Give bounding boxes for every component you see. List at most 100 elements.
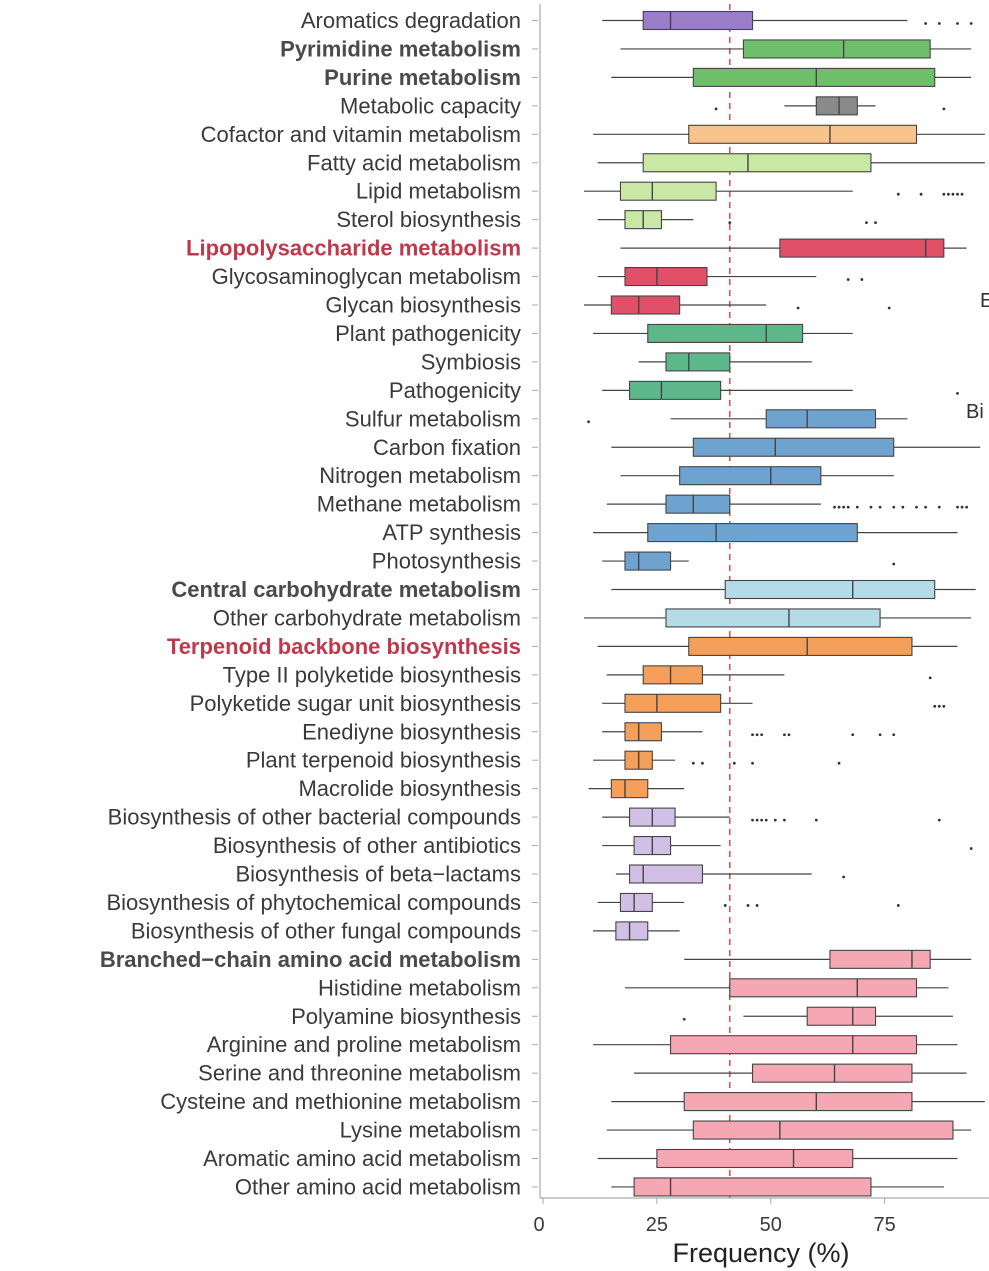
category-label: Photosynthesis — [372, 549, 521, 574]
box-row — [714, 96, 946, 116]
outlier-point — [701, 761, 704, 765]
box — [692, 437, 895, 457]
box — [665, 494, 731, 514]
x-axis: 0 25 50 75 — [532, 4, 989, 1236]
box — [729, 978, 918, 998]
box-row — [597, 266, 864, 287]
box-row — [597, 210, 877, 230]
outlier-point — [946, 192, 950, 196]
box — [688, 124, 918, 144]
box-row — [602, 551, 896, 571]
outlier-point — [892, 505, 896, 509]
outlier-point — [956, 505, 959, 509]
outlier-point — [933, 704, 937, 708]
box-row — [634, 1063, 967, 1083]
box-row — [611, 1177, 944, 1197]
box-row — [602, 835, 973, 856]
box — [624, 722, 662, 742]
box-row — [593, 124, 985, 144]
box — [683, 1092, 913, 1112]
outlier-point — [842, 505, 846, 509]
outlier-point — [892, 733, 896, 737]
outlier-point — [860, 278, 864, 281]
box-row — [602, 380, 959, 400]
box — [619, 892, 653, 913]
box-row — [583, 295, 891, 315]
outlier-point — [755, 733, 759, 737]
category-label: Histidine metabolism — [318, 975, 521, 1000]
category-label: Pyrimidine metabolism — [280, 36, 521, 61]
side-label-bottom: Bi — [966, 401, 984, 423]
category-label: Plant pathogenicity — [335, 321, 521, 346]
outlier-point — [842, 875, 846, 879]
x-axis-title: Frequency (%) — [672, 1238, 849, 1268]
box — [624, 551, 672, 571]
box-row — [611, 1092, 985, 1112]
box — [829, 949, 931, 969]
outlier-point — [751, 733, 754, 737]
category-label: Glycan biosynthesis — [325, 293, 521, 318]
category-label: Polyamine biosynthesis — [291, 1004, 521, 1029]
box — [765, 409, 877, 429]
box — [615, 921, 649, 941]
box-row — [638, 352, 812, 372]
box — [633, 1177, 872, 1197]
outlier-point — [728, 221, 732, 225]
box-row — [620, 39, 972, 59]
outlier-point — [928, 676, 932, 680]
box — [806, 1006, 877, 1026]
x-tick-label: 50 — [760, 1214, 782, 1236]
outlier-point — [896, 192, 900, 196]
category-label: Enediyne biosynthesis — [302, 719, 521, 744]
outlier-point — [956, 22, 959, 25]
box-row — [602, 693, 946, 713]
box — [656, 1148, 854, 1169]
box-row — [620, 466, 894, 486]
box — [642, 153, 872, 173]
outlier-point — [960, 505, 964, 509]
box — [724, 579, 936, 600]
box — [688, 636, 913, 656]
box-row — [682, 1006, 953, 1026]
outlier-point — [846, 505, 850, 509]
box-row — [597, 892, 900, 913]
outlier-point — [878, 505, 882, 509]
outlier-point — [937, 818, 941, 822]
box-row — [606, 494, 969, 514]
box — [665, 608, 881, 628]
outlier-point — [942, 704, 946, 708]
outlier-point — [755, 904, 759, 907]
box-row — [606, 665, 932, 685]
box-row — [583, 181, 964, 201]
box — [628, 380, 722, 400]
outlier-point — [942, 107, 946, 111]
category-label: Carbon fixation — [373, 435, 521, 460]
outlier-point — [915, 505, 918, 509]
category-label: Serine and threonine metabolism — [198, 1061, 521, 1086]
outlier-point — [937, 704, 941, 708]
outlier-point — [919, 192, 923, 196]
outlier-point — [965, 505, 969, 509]
outlier-point — [878, 733, 882, 737]
outlier-point — [901, 505, 905, 509]
category-label: Biosynthesis of other antibiotics — [213, 833, 521, 858]
category-label: Nitrogen metabolism — [319, 463, 521, 488]
category-label: Plant terpenoid biosynthesis — [246, 748, 521, 773]
category-label: Terpenoid backbone biosynthesis — [167, 634, 521, 659]
box — [742, 39, 931, 59]
outlier-point — [937, 505, 941, 509]
category-label: Methane metabolism — [317, 492, 521, 517]
box — [665, 352, 731, 372]
box-row — [602, 722, 896, 742]
category-label: Central carbohydrate metabolism — [171, 577, 521, 602]
box-row — [588, 779, 685, 799]
box — [610, 295, 681, 315]
outlier-point — [837, 761, 841, 765]
category-label: Sulfur metabolism — [345, 406, 521, 431]
box-row — [597, 636, 958, 656]
outlier-point — [760, 733, 764, 737]
outlier-point — [587, 420, 590, 424]
x-tick-label: 75 — [874, 1214, 896, 1236]
box — [624, 693, 722, 713]
